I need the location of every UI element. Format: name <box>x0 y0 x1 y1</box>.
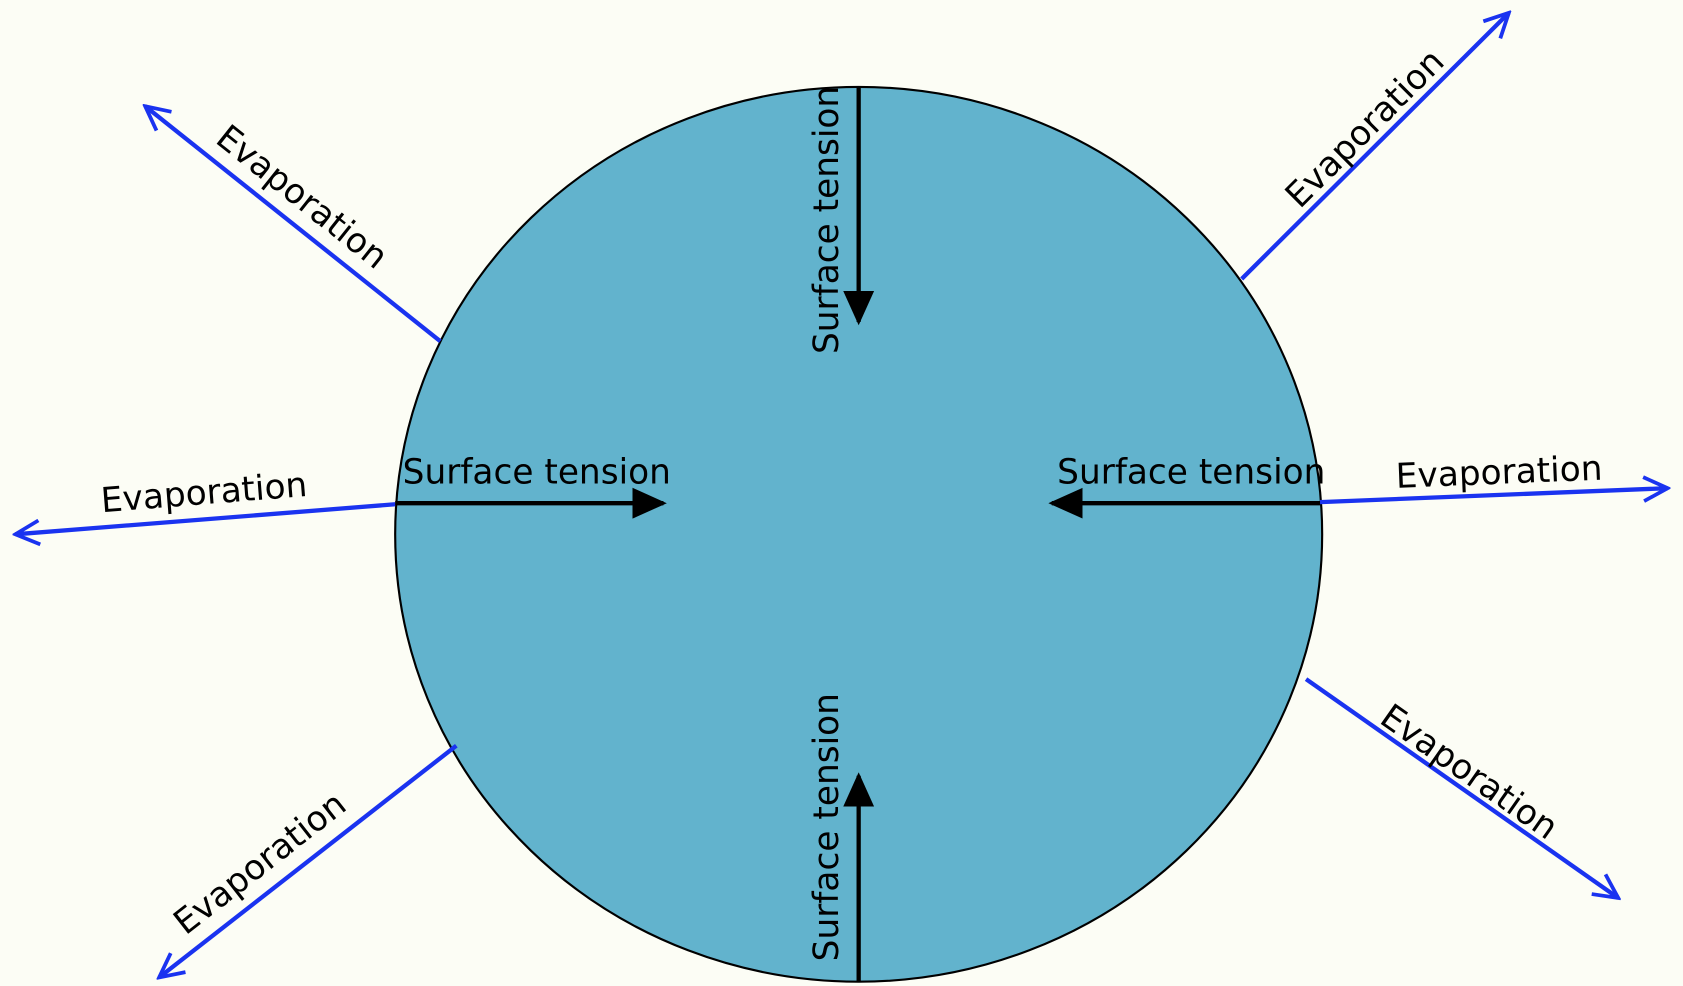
evaporation-arrow <box>1319 488 1668 505</box>
evaporation-arrow <box>1240 13 1509 281</box>
evaporation-arrow <box>1304 677 1618 898</box>
surface-tension-label: Surface tension <box>807 86 847 354</box>
evaporation-arrow <box>15 502 396 534</box>
surface-tension-label: Surface tension <box>1057 453 1325 493</box>
evaporation-arrow <box>159 743 458 978</box>
surface-tension-label: Surface tension <box>403 453 671 493</box>
evaporation-arrow <box>145 106 442 343</box>
evaporation-label: Evaporation <box>1395 449 1603 497</box>
surface-tension-label: Surface tension <box>807 693 847 961</box>
